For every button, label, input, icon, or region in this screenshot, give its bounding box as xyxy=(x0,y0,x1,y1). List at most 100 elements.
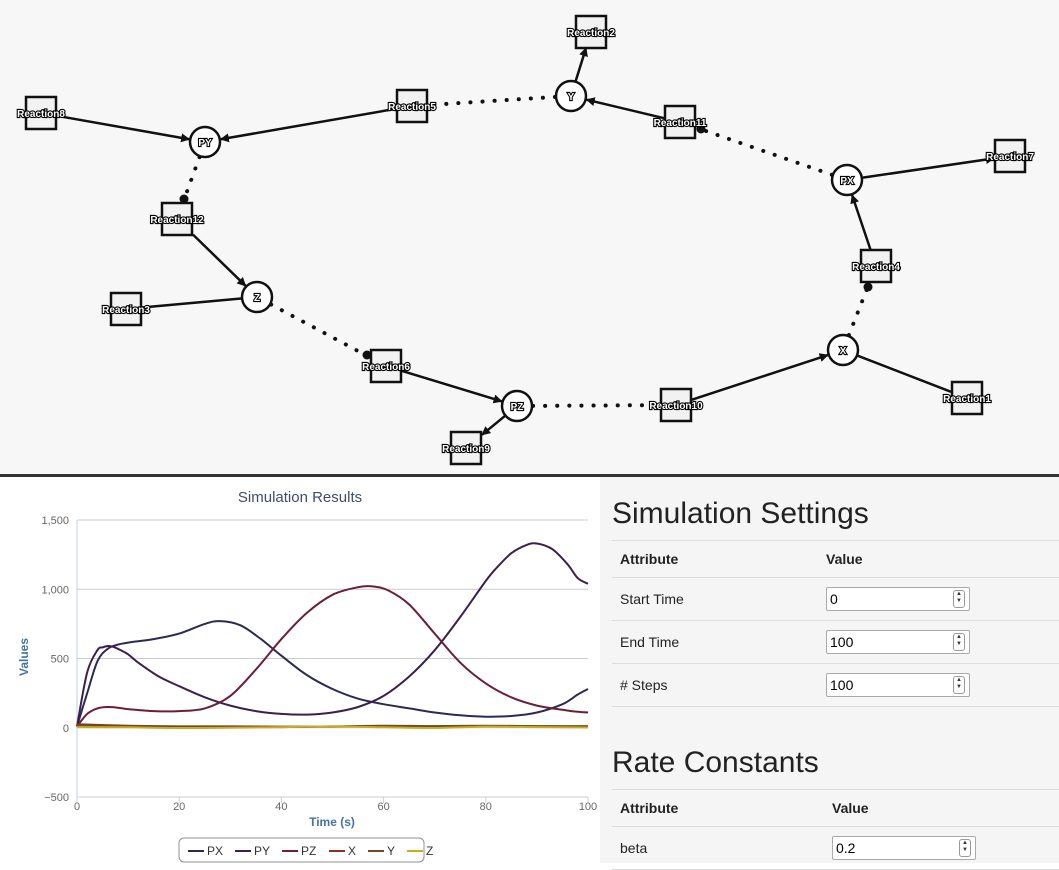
reaction-edge xyxy=(574,47,588,82)
end-time-spinner[interactable]: ▲ ▼ xyxy=(953,633,965,651)
steps-cell: ▲▼ xyxy=(818,663,1059,707)
reaction-node-reaction12[interactable]: Reaction12 xyxy=(149,201,205,237)
species-node-z[interactable]: Z xyxy=(240,280,274,314)
species-label: Y xyxy=(568,92,575,103)
legend-item-z[interactable]: Z xyxy=(426,844,433,858)
y-tick-label: 1,000 xyxy=(41,584,69,596)
steps-spinner[interactable]: ▲ ▼ xyxy=(953,676,965,694)
modifier-edge xyxy=(426,95,558,107)
steps-input[interactable] xyxy=(827,675,953,695)
chart-title: Simulation Results xyxy=(238,489,362,506)
beta-label: beta xyxy=(612,826,824,870)
reaction-label: Reaction10 xyxy=(649,401,703,412)
modifier-edge xyxy=(530,403,662,408)
modifier-endpoint xyxy=(696,124,706,134)
value-header: Value xyxy=(824,789,1059,827)
reaction-edge xyxy=(691,353,829,401)
x-tick-label: 20 xyxy=(173,801,185,813)
reaction-edge xyxy=(192,233,247,287)
species-node-y[interactable]: Y xyxy=(554,79,588,113)
y-tick-label: −500 xyxy=(44,792,69,804)
attribute-header: Attribute xyxy=(612,789,824,827)
species-node-pz[interactable]: PZ xyxy=(500,389,534,423)
table-header-row: Attribute Value xyxy=(612,789,1059,827)
steps-field: ▲▼ xyxy=(826,673,970,697)
x-axis-label: Time (s) xyxy=(309,815,355,829)
end-time-input[interactable] xyxy=(827,632,953,652)
settings-panel: Simulation Settings Attribute Value Star… xyxy=(600,477,1059,870)
reaction-edge xyxy=(401,369,503,404)
simulation-settings-title: Simulation Settings xyxy=(612,497,869,530)
reaction-edge xyxy=(219,107,397,143)
species-node-x[interactable]: X xyxy=(826,333,860,367)
start-time-label: Start Time xyxy=(612,577,818,621)
reaction-label: Reaction2 xyxy=(567,28,615,39)
species-label: PX xyxy=(840,176,854,187)
beta-input[interactable] xyxy=(833,838,959,858)
legend-item-x[interactable]: X xyxy=(348,844,356,858)
reaction-label: Reaction12 xyxy=(150,215,204,226)
start-time-spinner[interactable]: ▲ ▼ xyxy=(953,590,965,608)
start-time-cell: ▲▼ xyxy=(818,577,1059,621)
end-time-field: ▲▼ xyxy=(826,630,970,654)
reaction-edge xyxy=(585,97,665,120)
series-line-px xyxy=(76,620,589,727)
value-header: Value xyxy=(818,540,1059,578)
reaction-node-reaction9[interactable]: Reaction9 xyxy=(441,430,491,466)
species-label: X xyxy=(840,346,847,357)
species-label: PY xyxy=(198,138,212,149)
reaction-label: Reaction8 xyxy=(17,109,65,120)
panel-divider[interactable] xyxy=(0,474,1059,477)
start-time-field: ▲▼ xyxy=(826,587,970,611)
legend-item-py[interactable]: PY xyxy=(254,844,270,858)
modifier-endpoint xyxy=(179,194,189,204)
end-time-label: End Time xyxy=(612,620,818,664)
legend-item-pz[interactable]: PZ xyxy=(301,844,316,858)
reaction-label: Reaction9 xyxy=(442,444,490,455)
end-time-cell: ▲▼ xyxy=(818,620,1059,664)
reaction-network-diagram[interactable]: Reaction1 Reaction2 Reaction3 Reaction4 Reac… xyxy=(0,0,1059,474)
species-node-px[interactable]: PX xyxy=(830,163,864,197)
x-tick-label: 80 xyxy=(480,801,492,813)
modifier-edge xyxy=(269,302,372,360)
modifier-edge xyxy=(180,155,202,205)
reaction-label: Reaction5 xyxy=(388,102,436,113)
attribute-header: Attribute xyxy=(612,540,818,578)
species-label: Z xyxy=(254,293,260,304)
reaction-node-reaction7[interactable]: Reaction7 xyxy=(985,138,1035,174)
table-row: beta ▲▼ xyxy=(612,826,1059,870)
modifier-endpoint xyxy=(863,282,873,292)
table-row: Start Time ▲▼ xyxy=(612,577,1059,621)
reaction-edge xyxy=(481,415,506,436)
reaction-label: Reaction1 xyxy=(943,394,991,405)
table-row: # Steps ▲▼ xyxy=(612,663,1059,707)
steps-label: # Steps xyxy=(612,663,818,707)
legend-item-px[interactable]: PX xyxy=(207,844,223,858)
beta-spinner[interactable]: ▲ ▼ xyxy=(959,839,971,857)
reaction-node-reaction3[interactable]: Reaction3 xyxy=(101,291,151,327)
reaction-node-reaction1[interactable]: Reaction1 xyxy=(942,380,992,416)
reaction-edge xyxy=(850,194,872,251)
y-tick-label: 0 xyxy=(63,723,69,735)
modifier-endpoint xyxy=(362,350,372,360)
x-tick-label: 0 xyxy=(74,801,80,813)
reaction-label: Reaction7 xyxy=(986,152,1034,163)
reaction-node-reaction6[interactable]: Reaction6 xyxy=(361,348,411,384)
legend-item-y[interactable]: Y xyxy=(387,844,395,858)
reaction-edge xyxy=(862,155,995,179)
beta-cell: ▲▼ xyxy=(824,826,1059,870)
series-line-py xyxy=(76,542,589,727)
reaction-node-reaction11[interactable]: Reaction11 xyxy=(652,104,708,140)
reaction-node-reaction5[interactable]: Reaction5 xyxy=(387,88,437,124)
x-tick-label: 100 xyxy=(579,801,597,813)
start-time-input[interactable] xyxy=(827,589,953,609)
reaction-node-reaction4[interactable]: Reaction4 xyxy=(851,248,901,284)
reaction-node-reaction10[interactable]: Reaction10 xyxy=(648,387,704,423)
species-node-py[interactable]: PY xyxy=(188,125,222,159)
reaction-node-reaction2[interactable]: Reaction2 xyxy=(566,14,616,50)
reaction-node-reaction8[interactable]: Reaction8 xyxy=(16,95,66,131)
chart-legend xyxy=(178,837,425,863)
reaction-edge xyxy=(857,354,952,393)
y-tick-label: 500 xyxy=(51,654,69,666)
y-axis-label: Values xyxy=(17,638,31,676)
